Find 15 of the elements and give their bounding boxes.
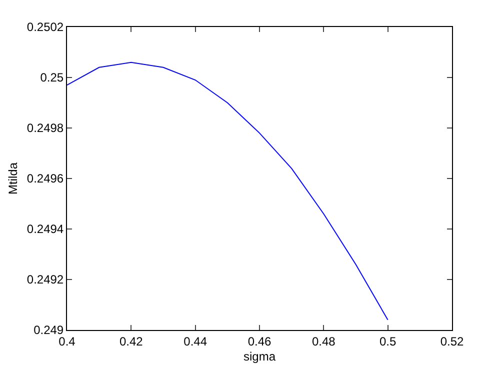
y-axis-title: Mtilda [6, 162, 20, 195]
x-tick-label: 0.5 [379, 334, 396, 348]
y-tick-label: 0.2502 [26, 20, 64, 34]
x-tick-label: 0.42 [119, 334, 144, 348]
x-axis-title: sigma [243, 349, 276, 364]
x-tick-label: 0.46 [248, 334, 272, 348]
y-tick-label: 0.2498 [26, 121, 64, 136]
x-tick-label: 0.52 [440, 334, 464, 348]
x-tick-label: 0.48 [312, 334, 336, 348]
x-tick-label: 0.44 [184, 334, 208, 348]
y-tick-label: 0.25 [40, 70, 64, 85]
y-tick-label: 0.2492 [26, 272, 64, 287]
y-tick-label: 0.2496 [26, 172, 64, 186]
y-tick-label: 0.2494 [26, 222, 64, 236]
line-series [67, 62, 388, 320]
